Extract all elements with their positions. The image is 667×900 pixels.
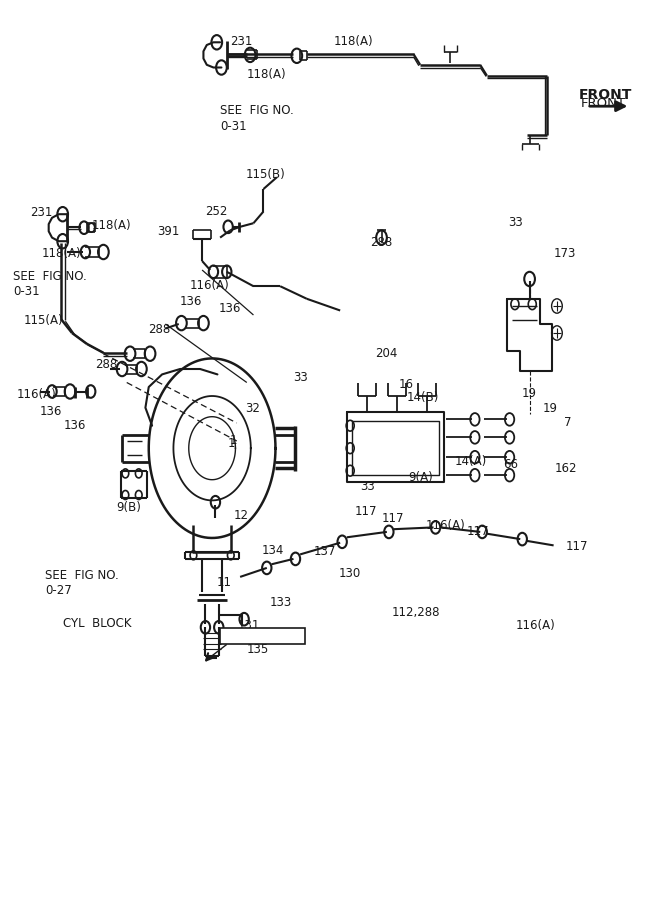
Text: 11: 11 (217, 576, 231, 589)
Text: SEE  FIG NO.: SEE FIG NO. (13, 270, 87, 283)
Text: CYL  BLOCK: CYL BLOCK (63, 617, 132, 630)
Text: 117: 117 (566, 540, 588, 553)
Text: 173: 173 (554, 248, 576, 260)
Text: 137: 137 (313, 545, 336, 558)
Text: 14(B): 14(B) (407, 392, 440, 404)
Text: 33: 33 (360, 480, 375, 492)
Text: 204: 204 (375, 347, 398, 360)
Text: 9(B): 9(B) (117, 501, 141, 514)
Text: 130: 130 (339, 567, 361, 580)
Text: FRONT: FRONT (580, 97, 625, 110)
Text: 118(A): 118(A) (247, 68, 286, 81)
Text: 134: 134 (261, 544, 284, 557)
Text: 162: 162 (555, 462, 578, 474)
Text: 115(B): 115(B) (245, 168, 285, 181)
Text: 288: 288 (95, 358, 117, 371)
Text: 116(A): 116(A) (516, 619, 556, 632)
Text: 7: 7 (564, 416, 571, 428)
Text: 0-27: 0-27 (45, 584, 72, 597)
Text: CYL  BLOCK: CYL BLOCK (222, 631, 283, 642)
Text: 0-31: 0-31 (13, 285, 40, 298)
Text: 33: 33 (293, 371, 308, 383)
Text: 115(A): 115(A) (23, 314, 63, 327)
Text: 19: 19 (522, 387, 536, 400)
Text: SEE  FIG NO.: SEE FIG NO. (220, 104, 294, 117)
Text: 1: 1 (230, 435, 237, 447)
Text: 66: 66 (503, 458, 518, 471)
FancyBboxPatch shape (220, 628, 305, 644)
Text: 116(A): 116(A) (426, 519, 466, 532)
Text: 136: 136 (63, 419, 86, 432)
Text: 231: 231 (230, 35, 253, 48)
Text: 288: 288 (370, 237, 392, 249)
Text: 136: 136 (40, 405, 63, 418)
Text: 135: 135 (247, 644, 269, 656)
Text: 117: 117 (382, 512, 404, 525)
Text: 116(A): 116(A) (17, 388, 57, 400)
Text: 117: 117 (467, 526, 490, 538)
Text: 118(A): 118(A) (41, 248, 81, 260)
Text: 12: 12 (233, 509, 248, 522)
Text: 133: 133 (270, 596, 292, 608)
Text: 0-31: 0-31 (220, 120, 247, 132)
Text: 32: 32 (245, 402, 260, 415)
Text: 136: 136 (219, 302, 241, 315)
Text: 136: 136 (180, 295, 203, 308)
Text: 231: 231 (30, 206, 53, 219)
Text: 9(A): 9(A) (408, 472, 433, 484)
Text: 391: 391 (157, 225, 179, 238)
Text: 16: 16 (399, 378, 414, 391)
Text: 112,288: 112,288 (392, 607, 440, 619)
Text: 252: 252 (205, 205, 227, 218)
Text: SEE  FIG NO.: SEE FIG NO. (45, 569, 119, 581)
Text: 19: 19 (543, 402, 558, 415)
Text: 131: 131 (237, 619, 260, 632)
Text: 1: 1 (228, 437, 235, 450)
Text: 288: 288 (148, 323, 170, 336)
Text: 118(A): 118(A) (92, 220, 131, 232)
Text: 117: 117 (355, 505, 378, 518)
Text: 14(A): 14(A) (455, 455, 487, 468)
Text: 118(A): 118(A) (334, 35, 373, 48)
Text: 116(A): 116(A) (190, 279, 230, 292)
Text: FRONT: FRONT (579, 88, 632, 103)
Text: 33: 33 (508, 216, 523, 229)
